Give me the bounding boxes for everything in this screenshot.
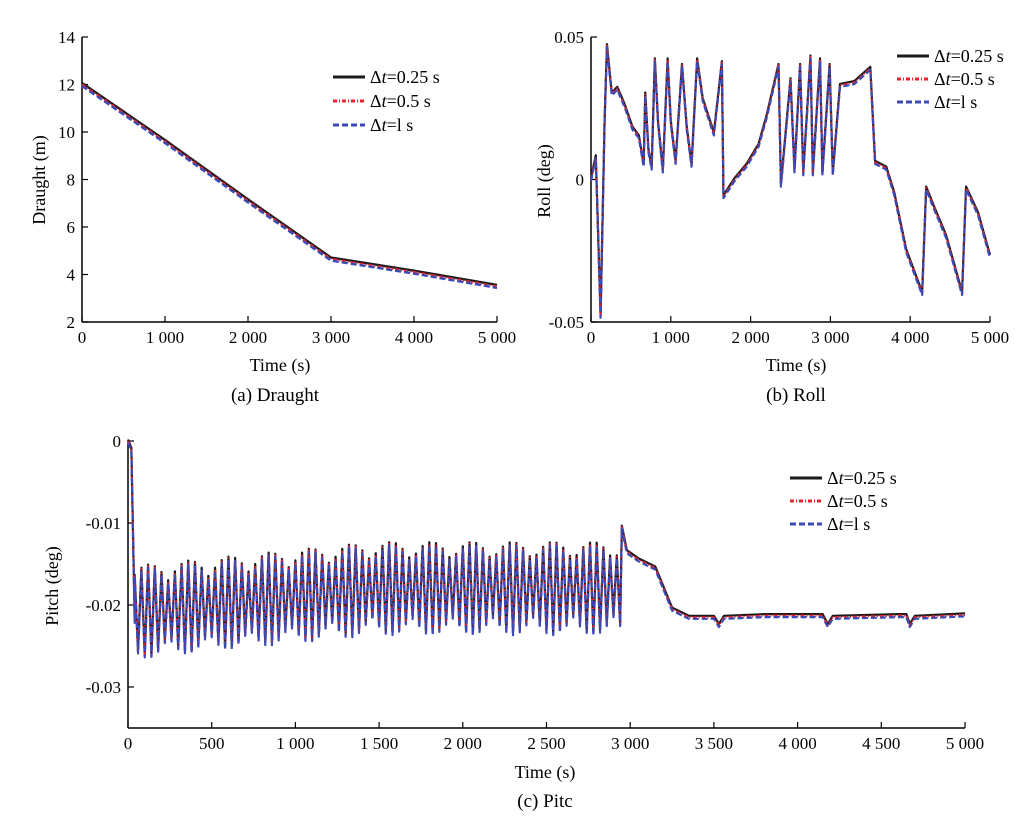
y-tick-label: -0.02: [86, 596, 121, 615]
y-tick-label: -0.01: [86, 514, 121, 533]
y-tick-label: 4: [67, 266, 76, 285]
legend-entry-label: Δt=l s: [934, 92, 977, 112]
series-line: [589, 45, 992, 319]
roll-caption: (b) Roll: [766, 385, 826, 406]
pitch-caption: (c) Pitc: [517, 791, 572, 812]
roll-legend: Δt=0.25 s Δt=0.5 s Δt=l s: [897, 46, 1004, 112]
x-tick-label: 2 000: [444, 734, 482, 753]
x-tick-label: 500: [199, 734, 225, 753]
y-tick-label: 0: [576, 171, 585, 190]
x-tick-label: 0: [124, 734, 133, 753]
panel-draught: 0 1 000 2 000 3 000 4 000 5 000 2 4 6 8 10 12 14 Δt=…: [29, 28, 516, 406]
x-tick-label: 4 500: [862, 734, 900, 753]
x-tick-label: 4 000: [778, 734, 816, 753]
pitch-legend: Δt=0.25 s Δt=0.5 s Δt=l s: [790, 468, 897, 534]
draught-axes: 0 1 000 2 000 3 000 4 000 5 000 2 4 6 8 10 12 14: [58, 28, 516, 347]
series-line: [81, 82, 498, 287]
x-tick-label: 4 000: [891, 328, 929, 347]
x-tick-label: 1 000: [146, 328, 184, 347]
roll-series: [589, 42, 992, 319]
y-tick-label: -0.05: [549, 313, 584, 332]
draught-y-axis-label: Draught (m): [29, 135, 50, 224]
series-line: [81, 83, 498, 288]
legend-entry-label: Δt=0.5 s: [827, 491, 888, 511]
x-tick-label: 2 000: [229, 328, 267, 347]
x-tick-label: 2 000: [731, 328, 769, 347]
panel-pitch: 0 500 1 000 1 500 2 000 2 500 3 000 3 500 4 000 4…: [42, 432, 984, 812]
y-tick-label: 6: [67, 218, 76, 237]
draught-x-axis-label: Time (s): [250, 355, 311, 376]
x-tick-label: 3 000: [811, 328, 849, 347]
draught-legend: Δt=0.25 s Δt=0.5 s Δt=l s: [333, 67, 440, 135]
x-tick-label: 0: [587, 328, 596, 347]
series-line: [589, 44, 992, 318]
draught-series: [81, 82, 498, 290]
legend-entry-label: Δt=0.5 s: [370, 91, 431, 111]
x-tick-label: 1 000: [652, 328, 690, 347]
x-tick-label: 1 500: [360, 734, 398, 753]
x-tick-label: 3 500: [695, 734, 733, 753]
x-tick-label: 3 000: [611, 734, 649, 753]
series-line: [126, 442, 966, 659]
series-line: [81, 85, 498, 290]
x-tick-label: 0: [78, 328, 87, 347]
y-tick-label: 8: [67, 171, 76, 190]
x-tick-label: 4 000: [395, 328, 433, 347]
y-tick-label: 0: [113, 432, 122, 451]
legend-entry-label: Δt=0.25 s: [934, 46, 1004, 66]
legend-entry-label: Δt=l s: [827, 514, 870, 534]
roll-x-axis-label: Time (s): [766, 355, 827, 376]
legend-entry-label: Δt=0.5 s: [934, 69, 995, 89]
pitch-y-axis-label: Pitch (deg): [42, 546, 63, 625]
legend-entry-label: Δt=0.25 s: [370, 67, 440, 87]
pitch-series: [126, 439, 966, 659]
y-tick-label: 0.05: [554, 28, 584, 47]
x-tick-label: 5 000: [971, 328, 1009, 347]
x-tick-label: 1 000: [276, 734, 314, 753]
pitch-axes: 0 500 1 000 1 500 2 000 2 500 3 000 3 500 4 000 4…: [86, 432, 985, 753]
y-tick-label: 14: [58, 28, 76, 47]
x-tick-label: 5 000: [946, 734, 984, 753]
draught-caption: (a) Draught: [231, 385, 320, 406]
y-tick-label: 10: [58, 123, 75, 142]
y-tick-label: 2: [67, 313, 76, 332]
y-tick-label: -0.03: [86, 678, 121, 697]
x-tick-label: 5 000: [478, 328, 516, 347]
x-tick-label: 3 000: [312, 328, 350, 347]
legend-entry-label: Δt=l s: [370, 115, 413, 135]
pitch-x-axis-label: Time (s): [515, 762, 576, 783]
roll-y-axis-label: Roll (deg): [534, 144, 555, 218]
legend-entry-label: Δt=0.25 s: [827, 468, 897, 488]
y-tick-label: 12: [58, 76, 75, 95]
x-tick-label: 2 500: [527, 734, 565, 753]
